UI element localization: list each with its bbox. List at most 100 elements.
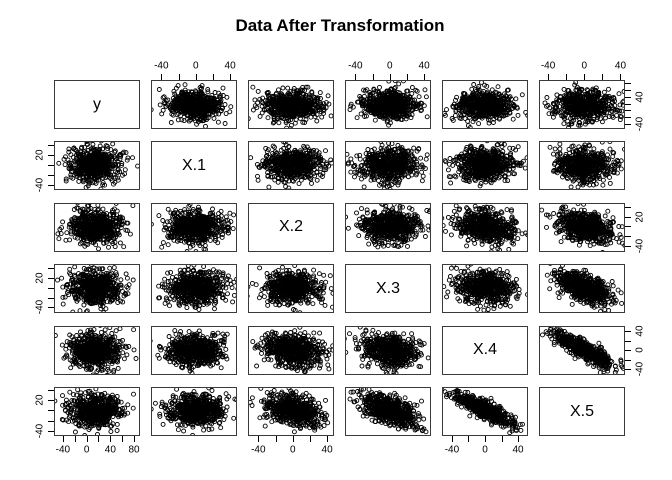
- axis-tick: [602, 74, 604, 80]
- scatter-points: [250, 326, 333, 374]
- scatter-points: [249, 142, 333, 190]
- axis-tick-label: 0: [634, 347, 646, 353]
- panel-X.4-vs-y: [54, 325, 140, 375]
- axis-tick-label: 0: [192, 60, 199, 72]
- axis-tick-label: 80: [128, 444, 140, 456]
- panel-y-vs-X.4: [442, 80, 528, 129]
- axis-tick: [625, 216, 631, 218]
- axis-tick: [327, 436, 329, 442]
- axis-tick: [625, 350, 631, 352]
- axis-tick: [48, 399, 54, 401]
- axis-tick: [625, 96, 631, 98]
- axis-tick: [48, 287, 54, 289]
- axis-tick-label: 0: [581, 60, 588, 72]
- panel-X.4-vs-X.5: [539, 325, 625, 375]
- axis-tick: [48, 277, 54, 279]
- axis-tick-label: 40: [418, 60, 430, 72]
- panel-y-vs-X.2: [248, 80, 334, 129]
- axis-tick-label: 40: [634, 325, 646, 337]
- panel-X.2-vs-X.5: [539, 202, 625, 252]
- panel-X.2-vs-X.1: [151, 202, 237, 252]
- panel-X.4-vs-X.1: [151, 325, 237, 375]
- panel-X.4-vs-X.2: [248, 325, 334, 375]
- panel-X.1-vs-X.3: [345, 141, 431, 191]
- scatter-points: [443, 388, 525, 435]
- axis-tick: [48, 430, 54, 432]
- axis-tick: [275, 436, 277, 442]
- axis-tick: [48, 184, 54, 186]
- axis-tick-label: -40: [34, 423, 46, 439]
- panel-X.1-vs-X.4: [442, 141, 528, 191]
- axis-tick: [625, 331, 631, 333]
- axis-tick: [625, 245, 631, 247]
- axis-tick: [625, 110, 631, 112]
- axis-tick: [485, 436, 486, 442]
- panel-diag-X.5: X.5: [539, 387, 625, 436]
- scatter-points: [443, 142, 527, 189]
- scatter-points: [152, 388, 236, 435]
- axis-tick: [625, 226, 631, 228]
- axis-tick: [625, 123, 631, 125]
- axis-tick: [161, 74, 163, 80]
- axis-tick: [230, 74, 232, 80]
- axis-tick-label: 40: [224, 60, 236, 72]
- axis-tick: [424, 74, 426, 80]
- panel-y-vs-X.1: [151, 80, 237, 129]
- axis-tick: [625, 90, 631, 92]
- scatter-points: [152, 327, 230, 374]
- axis-tick-label: -40: [348, 60, 363, 72]
- axis-tick: [548, 74, 550, 80]
- panel-X.1-vs-X.5: [539, 141, 625, 191]
- panel-diag-X.4: X.4: [442, 325, 528, 375]
- variable-label: y: [93, 95, 101, 113]
- axis-tick: [48, 164, 54, 166]
- scatter-points: [540, 203, 624, 251]
- panel-X.5-vs-X.4: [442, 387, 528, 436]
- axis-tick-label: 20: [34, 394, 46, 406]
- panel-X.5-vs-X.3: [345, 387, 431, 436]
- axis-tick: [584, 74, 586, 80]
- axis-tick-label: 0: [386, 60, 393, 72]
- axis-tick-label: -40: [55, 444, 71, 456]
- axis-tick: [48, 268, 54, 270]
- axis-tick: [74, 436, 76, 442]
- scatter-points: [55, 203, 136, 251]
- panel-diag-X.3: X.3: [345, 264, 431, 314]
- panel-X.3-vs-X.2: [248, 264, 334, 314]
- axis-tick-label: 0: [83, 444, 90, 456]
- axis-tick: [501, 436, 503, 442]
- variable-label: X.2: [278, 218, 303, 236]
- panel-X.3-vs-X.4: [442, 264, 528, 314]
- axis-tick: [406, 74, 408, 80]
- axis-tick: [98, 436, 100, 442]
- scatter-points: [347, 81, 430, 128]
- axis-tick-label: -40: [634, 238, 646, 254]
- axis-tick: [48, 145, 54, 147]
- axis-tick-label: -40: [251, 444, 266, 456]
- scatter-points: [156, 265, 236, 313]
- scatter-points: [152, 203, 236, 251]
- scatter-points: [56, 142, 139, 190]
- scatter-points: [346, 203, 430, 250]
- panel-diag-X.2: X.2: [248, 202, 334, 252]
- panel-diag-y: y: [54, 80, 140, 129]
- scatter-points: [443, 265, 527, 313]
- axis-tick-label: -40: [444, 444, 460, 456]
- panel-diag-X.1: X.1: [151, 141, 237, 191]
- axis-tick-label: -40: [634, 361, 646, 377]
- scatter-points: [55, 388, 136, 435]
- axis-tick: [48, 155, 54, 157]
- axis-tick: [620, 74, 622, 80]
- scatter-points: [346, 326, 430, 374]
- axis-tick: [195, 74, 197, 80]
- variable-label: X.4: [472, 341, 497, 359]
- axis-tick: [625, 206, 631, 208]
- scatter-points: [249, 388, 331, 435]
- axis-tick-label: -40: [540, 60, 556, 72]
- axis-tick: [86, 436, 88, 442]
- panel-X.5-vs-X.2: [248, 387, 334, 436]
- panel-X.5-vs-X.1: [151, 387, 237, 436]
- axis-tick-label: -40: [34, 300, 46, 315]
- axis-tick-label: 0: [482, 444, 488, 456]
